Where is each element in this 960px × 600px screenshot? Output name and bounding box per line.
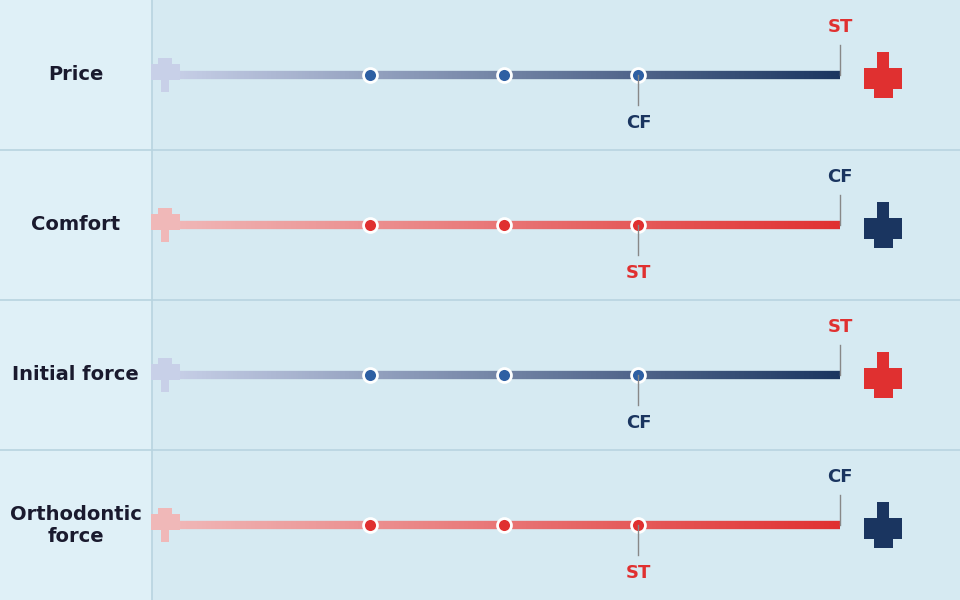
Polygon shape bbox=[864, 502, 902, 539]
Polygon shape bbox=[157, 358, 173, 364]
Polygon shape bbox=[864, 202, 902, 239]
Text: CF: CF bbox=[626, 114, 651, 132]
Polygon shape bbox=[151, 214, 180, 242]
Text: Orthodontic
force: Orthodontic force bbox=[10, 505, 142, 545]
Text: Initial force: Initial force bbox=[12, 365, 139, 385]
Bar bbox=[0, 0, 152, 600]
Text: ST: ST bbox=[626, 564, 651, 582]
Text: Comfort: Comfort bbox=[32, 215, 120, 235]
Text: CF: CF bbox=[626, 414, 651, 432]
Polygon shape bbox=[874, 239, 893, 248]
Text: ST: ST bbox=[828, 318, 852, 336]
Polygon shape bbox=[874, 389, 893, 398]
Text: CF: CF bbox=[828, 468, 852, 486]
Text: ST: ST bbox=[626, 264, 651, 282]
Polygon shape bbox=[874, 89, 893, 98]
Polygon shape bbox=[874, 539, 893, 548]
Polygon shape bbox=[157, 508, 173, 514]
Polygon shape bbox=[864, 52, 902, 89]
Text: ST: ST bbox=[828, 18, 852, 36]
Polygon shape bbox=[151, 514, 180, 542]
Polygon shape bbox=[864, 352, 902, 389]
Text: Price: Price bbox=[48, 65, 104, 85]
Polygon shape bbox=[151, 64, 180, 92]
Polygon shape bbox=[157, 208, 173, 214]
Text: CF: CF bbox=[828, 168, 852, 186]
Polygon shape bbox=[151, 364, 180, 392]
Polygon shape bbox=[157, 58, 173, 64]
